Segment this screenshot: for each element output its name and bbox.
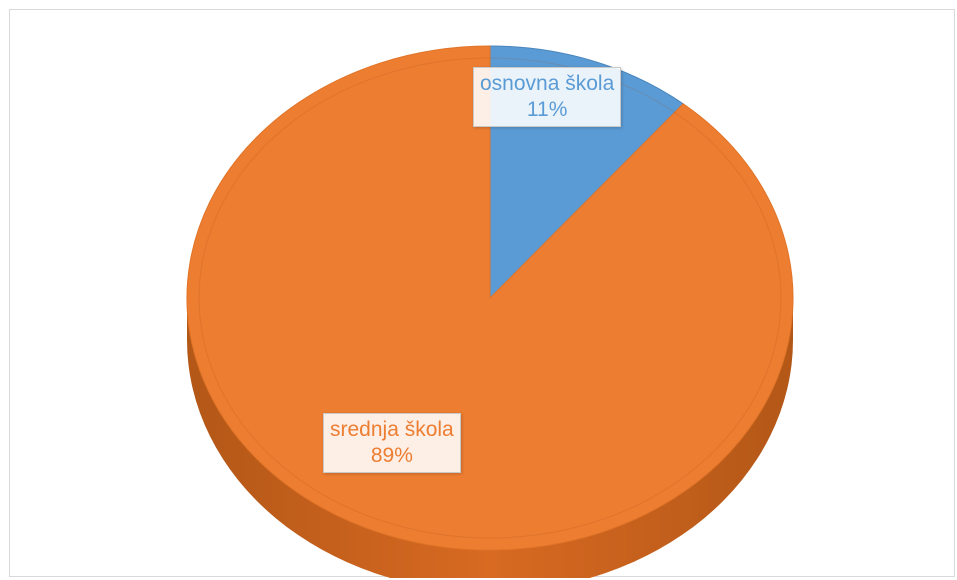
chart-area: osnovna škola 11% srednja škola 89%	[9, 9, 955, 578]
data-label-srednja-skola: srednja škola 89%	[323, 413, 461, 473]
slice-value: 89%	[370, 444, 413, 467]
slice-label: srednja škola	[330, 418, 454, 441]
slice-value: 11%	[526, 98, 568, 121]
slice-label: osnovna škola	[480, 72, 615, 95]
pie-bevel-ring	[198, 57, 782, 539]
data-label-osnovna-skola: osnovna škola 11%	[473, 67, 622, 127]
